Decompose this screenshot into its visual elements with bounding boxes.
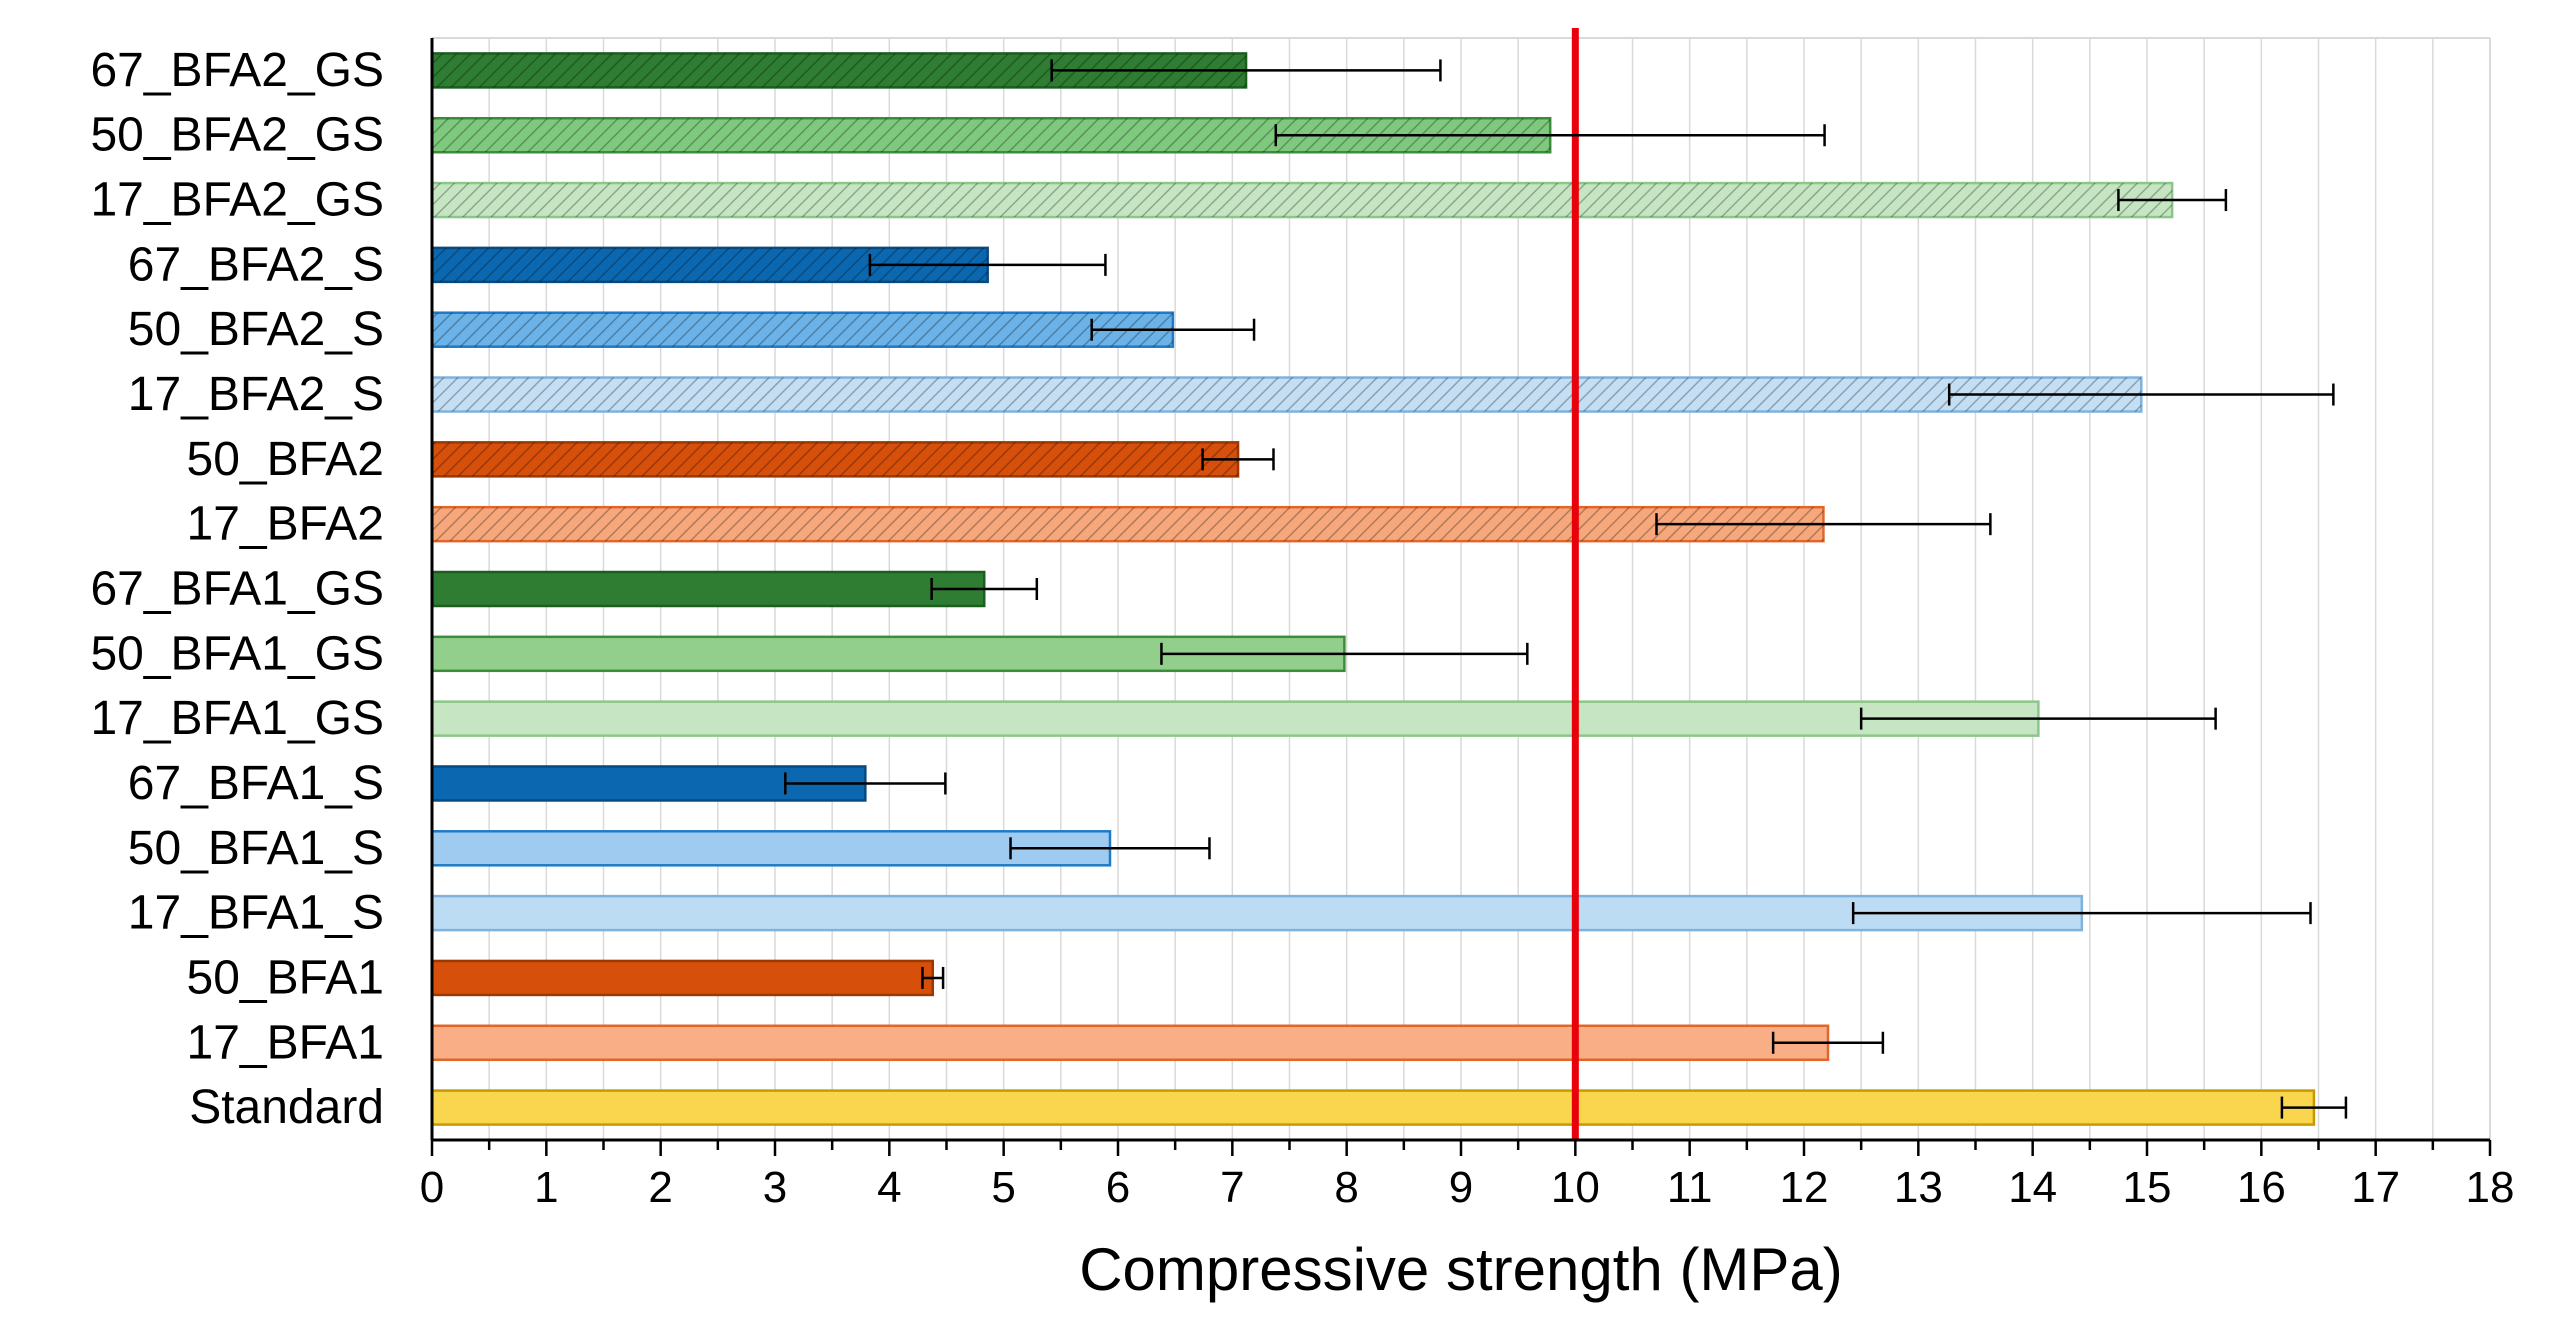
x-tick-label: 8 <box>1334 1163 1358 1212</box>
x-tick-label: 3 <box>763 1163 787 1212</box>
bar-67_BFA1_GS <box>430 570 986 608</box>
x-tick-label: 15 <box>2123 1163 2172 1212</box>
category-label: 17_BFA2_GS <box>90 174 384 227</box>
x-tick-label: 14 <box>2008 1163 2057 1212</box>
x-tick-label: 12 <box>1780 1163 1829 1212</box>
x-tick-label: 5 <box>991 1163 1015 1212</box>
x-tick-label: 18 <box>2466 1163 2515 1212</box>
category-label: 50_BFA1_GS <box>90 627 384 680</box>
x-tick-label: 0 <box>420 1163 444 1212</box>
category-label: 50_BFA1 <box>187 951 384 1004</box>
x-tick-label: 13 <box>1894 1163 1943 1212</box>
x-tick-label: 2 <box>648 1163 672 1212</box>
x-tick-label: 16 <box>2237 1163 2286 1212</box>
category-label: 17_BFA2 <box>187 498 384 551</box>
category-label: 67_BFA1_GS <box>90 563 384 616</box>
bar-hatch-17_BFA2_GS <box>432 183 2173 218</box>
bars <box>430 52 2316 1126</box>
x-tick-label: 9 <box>1449 1163 1473 1212</box>
bar-50_BFA1 <box>430 959 935 997</box>
x-tick-label: 1 <box>534 1163 558 1212</box>
x-tick-label: 17 <box>2351 1163 2400 1212</box>
category-label: Standard <box>189 1081 384 1134</box>
bar-67_BFA1_S <box>430 765 867 802</box>
x-axis-title: Compressive strength (MPa) <box>1079 1236 1843 1303</box>
labels: 67_BFA2_GS 50_BFA2_GS 17_BFA2_GS 67_BFA2_S 5… <box>90 44 2514 1303</box>
category-label: 17_BFA1_GS <box>90 692 384 745</box>
category-label: 17_BFA2_S <box>128 368 384 421</box>
category-label: 17_BFA1_S <box>128 887 384 940</box>
category-label: 50_BFA2_GS <box>90 109 384 162</box>
category-label: 67_BFA2_GS <box>90 44 384 97</box>
bar-hatch-50_BFA2_S <box>432 312 1173 347</box>
bar-50_BFA1_S <box>430 830 1112 867</box>
category-label: 17_BFA1 <box>187 1016 384 1069</box>
x-tick-label: 4 <box>877 1163 901 1212</box>
category-label: 50_BFA1_S <box>128 822 384 875</box>
category-label: 67_BFA2_S <box>128 238 384 291</box>
gridlines <box>432 37 2491 1140</box>
bar-hatch-17_BFA2_S <box>432 377 2142 412</box>
category-label: 50_BFA2_S <box>128 303 384 356</box>
bar-hatch-50_BFA2 <box>432 442 1239 477</box>
bar-17_BFA1_S <box>430 894 2084 932</box>
axes <box>430 38 2492 1156</box>
bar-17_BFA1_GS <box>430 700 2040 737</box>
bar-hatch-17_BFA2 <box>432 507 1824 542</box>
category-label: 50_BFA2 <box>187 433 384 486</box>
error-bars <box>784 59 2348 1119</box>
bar-17_BFA1 <box>430 1024 1830 1062</box>
x-tick-label: 10 <box>1551 1163 1600 1212</box>
bar-Standard <box>430 1089 2316 1126</box>
x-tick-label: 7 <box>1220 1163 1244 1212</box>
x-tick-label: 11 <box>1667 1163 1713 1212</box>
category-label: 67_BFA1_S <box>128 757 384 810</box>
x-tick-label: 6 <box>1106 1163 1130 1212</box>
